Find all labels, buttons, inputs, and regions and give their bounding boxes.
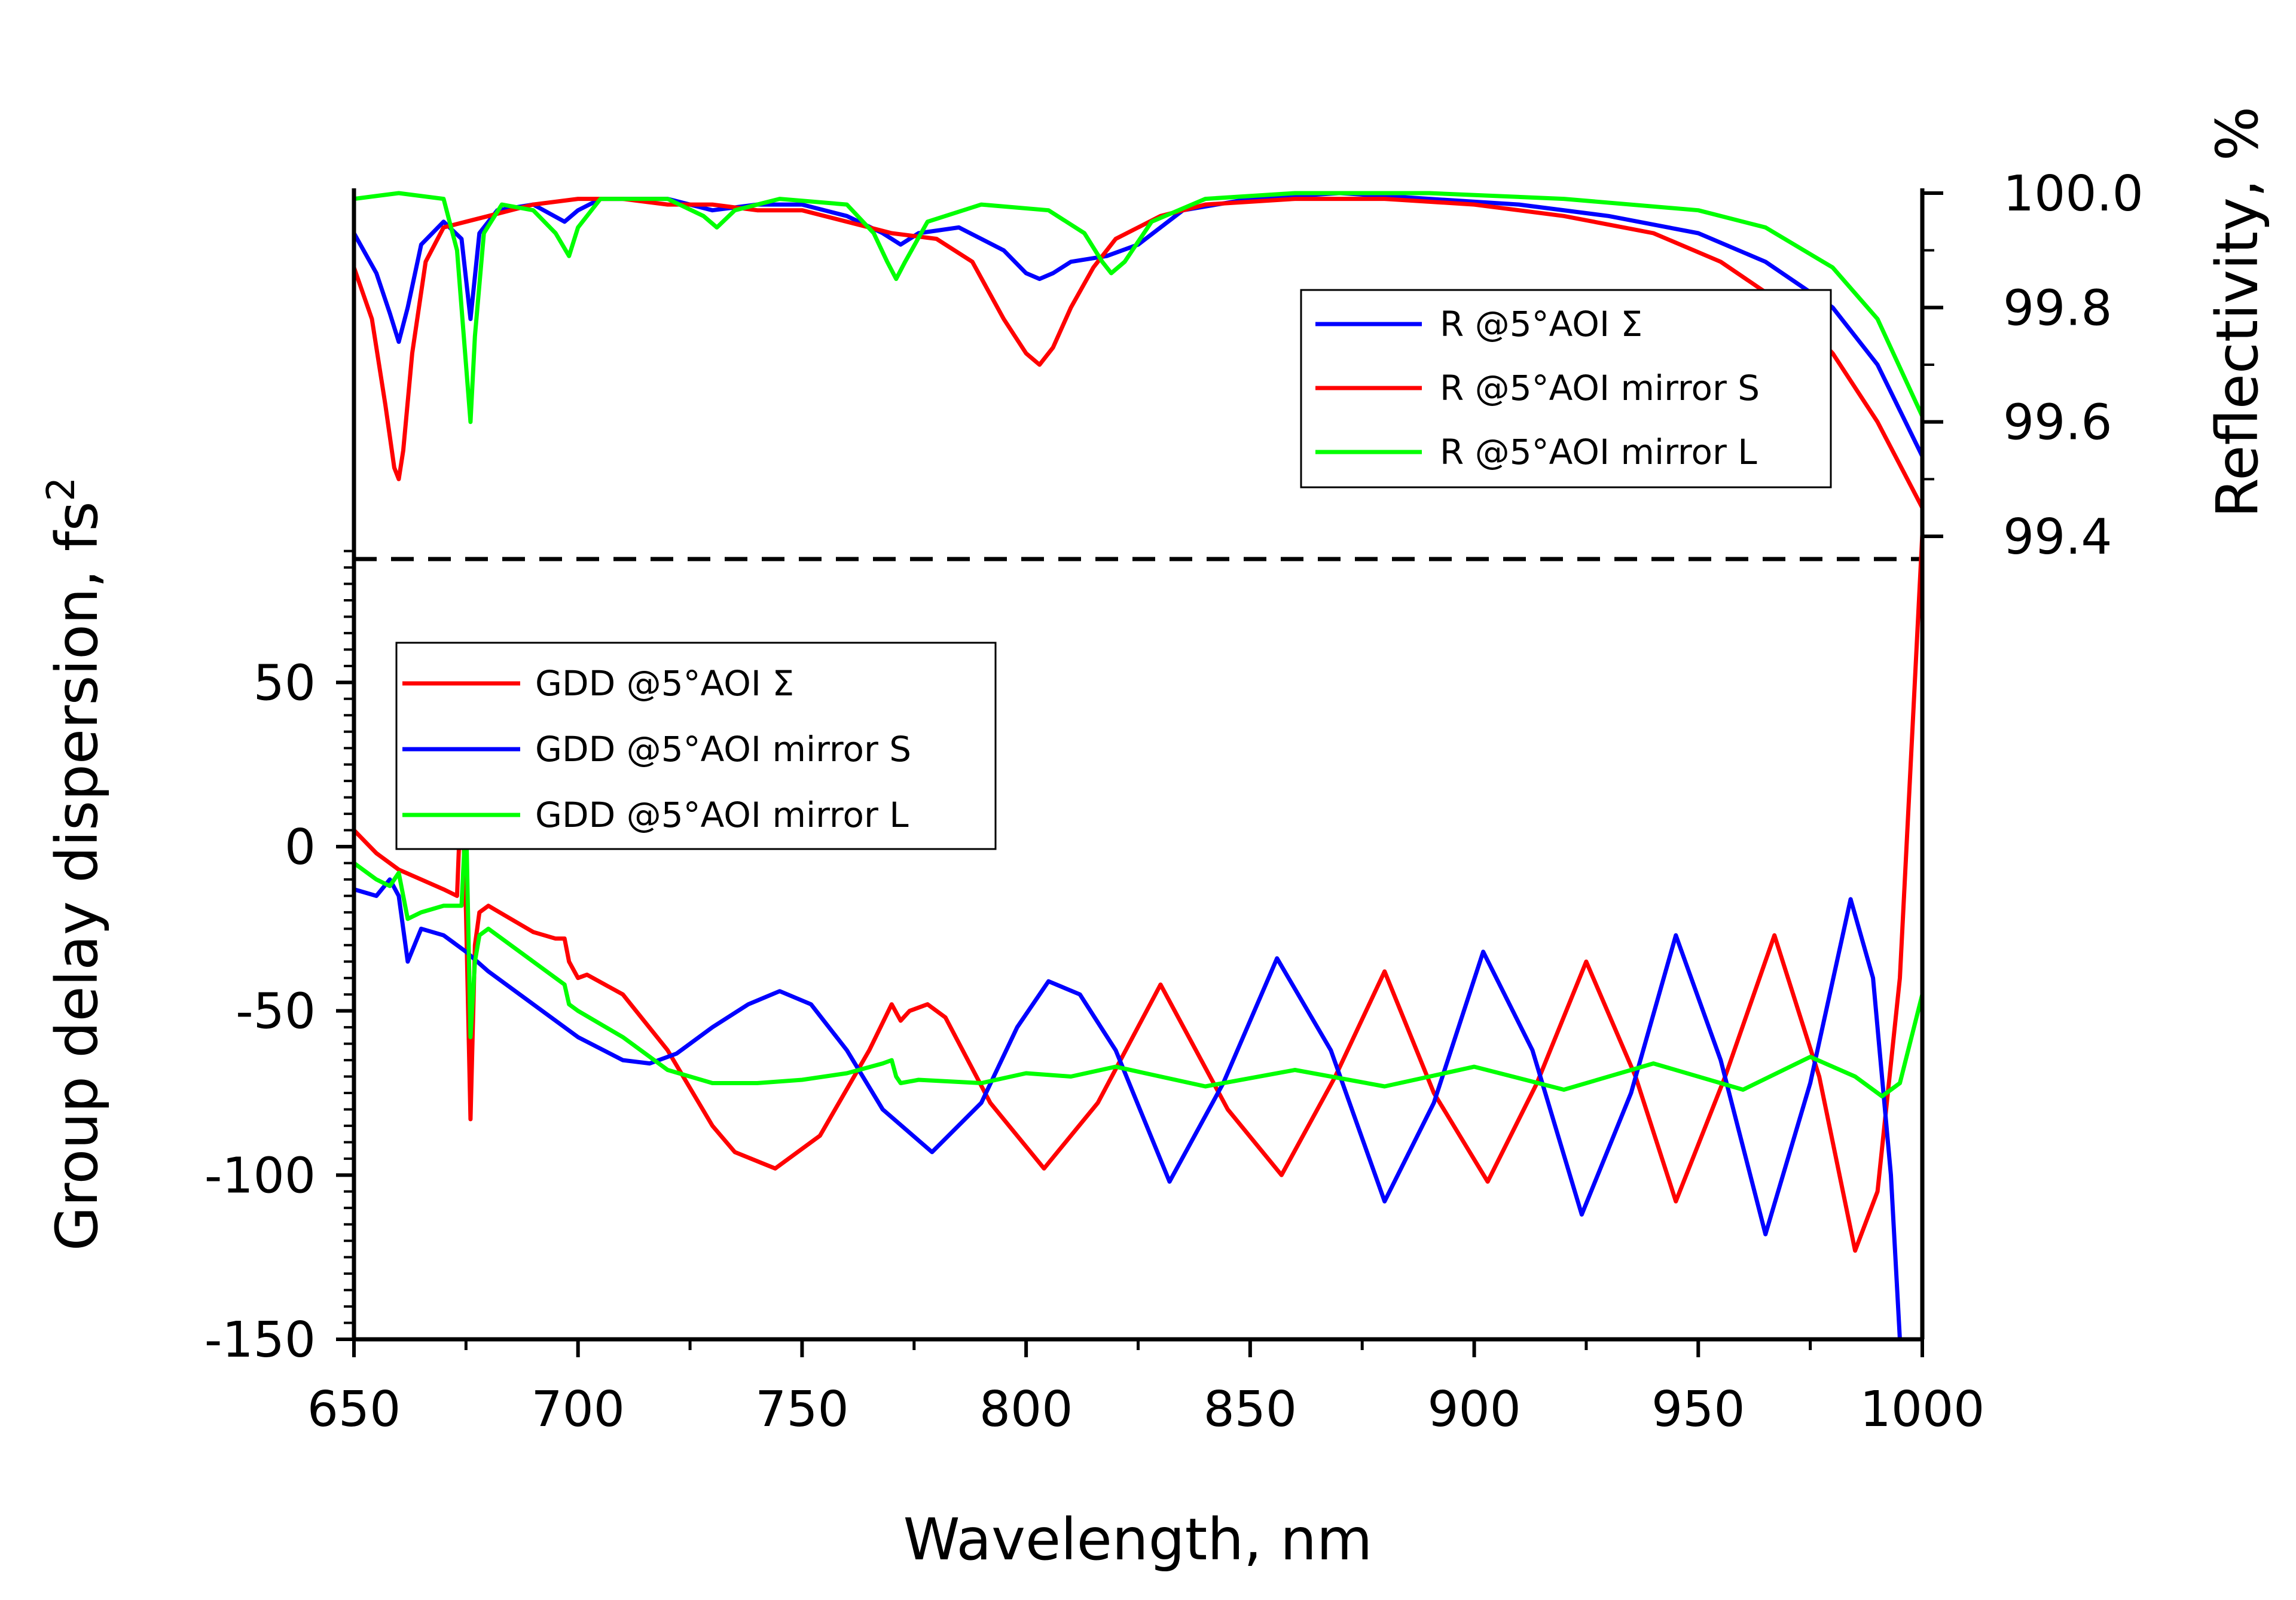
gdd-tick-label: 50: [254, 655, 316, 712]
reflectivity-legend-entries: R @5°AOI Σ R @5°AOI mirror S R @5°AOI mirr…: [1315, 304, 1760, 472]
gdd-axis-title-superscript: 2: [39, 477, 84, 502]
x-tick-label: 950: [1651, 1381, 1745, 1438]
reflectivity-tick-label: 99.6: [2003, 395, 2112, 451]
reflectivity-legend: R @5°AOI Σ R @5°AOI mirror S R @5°AOI mirr…: [1300, 289, 1832, 488]
reflectivity-tick-label: 99.8: [2003, 280, 2112, 337]
gdd-legend: GDD @5°AOI Σ GDD @5°AOI mirror S GDD @5°AO…: [395, 642, 997, 850]
gdd-tick-label: -150: [204, 1312, 316, 1369]
gdd-legend-entries: GDD @5°AOI Σ GDD @5°AOI mirror S GDD @5°AO…: [402, 663, 911, 835]
x-tick-label: 700: [531, 1381, 625, 1438]
x-tick-label: 750: [755, 1381, 849, 1438]
gdd-tick-label: -100: [204, 1147, 316, 1204]
top-panel: [352, 191, 1925, 561]
gdd-axis-title-main: Group delay dispersion, fs: [44, 501, 111, 1251]
reflectivity-series-group: [352, 191, 1925, 510]
gdd-tick-label: -50: [236, 984, 316, 1040]
reflectivity-r-5-aoi-mirror-s-line: [352, 197, 1925, 510]
x-axis-title: Wavelength, nm: [903, 1506, 1373, 1573]
gdd-series-group: [352, 532, 1925, 1342]
x-tick-label: 850: [1204, 1381, 1297, 1438]
reflectivity-legend-label: R @5°AOI mirror S: [1440, 368, 1760, 408]
gdd-legend-label: GDD @5°AOI mirror L: [535, 795, 909, 835]
reflectivity-axis-ticks: 99.4 99.6 99.8 100.0: [1922, 166, 2144, 566]
x-axis-ticks: 650 700 750 800 850 900 950 1000: [307, 1339, 1985, 1438]
x-tick-label: 650: [307, 1381, 401, 1438]
gdd-axis-title: Group delay dispersion, fs2: [39, 477, 111, 1251]
reflectivity-legend-label: R @5°AOI mirror L: [1440, 432, 1757, 472]
gdd-legend-label: GDD @5°AOI mirror S: [535, 729, 911, 770]
gdd-legend-label: GDD @5°AOI Σ: [535, 663, 794, 704]
reflectivity-tick-label: 99.4: [2003, 509, 2112, 566]
x-tick-label: 900: [1427, 1381, 1521, 1438]
reflectivity-legend-label: R @5°AOI Σ: [1440, 304, 1642, 344]
reflectivity-r-5-aoi-mirror-l-line: [352, 191, 1925, 425]
x-tick-label: 800: [979, 1381, 1073, 1438]
gdd-gdd-5-aoi-mirror-s-line: [352, 877, 1902, 1342]
reflectivity-tick-label: 100.0: [2003, 166, 2144, 222]
gdd-tick-label: 0: [285, 819, 316, 876]
bottom-panel: [352, 532, 1925, 1342]
gdd-gdd-5-aoi-mirror-l-line: [352, 811, 1925, 1098]
axes: 650 700 750 800 850 900 950 1000 50 0 -50 -100 -150…: [204, 166, 2144, 1438]
x-tick-label: 1000: [1860, 1381, 1985, 1438]
reflectivity-r-5-aoi-line: [352, 191, 1925, 459]
gdd-axis-ticks: 50 0 -50 -100 -150: [204, 549, 354, 1369]
reflectivity-axis-title: Reflectivity, %: [2204, 106, 2271, 518]
